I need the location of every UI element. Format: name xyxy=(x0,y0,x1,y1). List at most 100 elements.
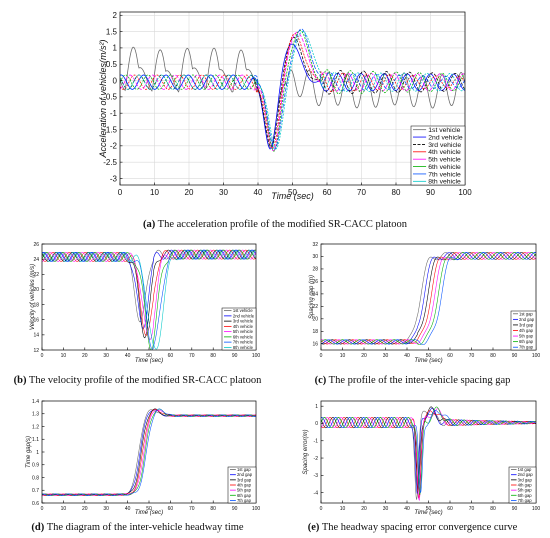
legend-label: 6th gap xyxy=(519,339,534,344)
legend-label: 5th vehicle xyxy=(428,157,461,164)
x-tick-label: 40 xyxy=(125,353,131,359)
caption-a: (a) The acceleration profile of the modi… xyxy=(143,219,407,230)
legend-label: 6th gap xyxy=(518,493,533,498)
x-tick-label: 50 xyxy=(146,506,152,512)
x-tick-label: 10 xyxy=(150,188,159,197)
x-tick-label: 10 xyxy=(61,353,67,359)
y-tick-label: -3 xyxy=(314,473,319,479)
legend-label: 1st vehicle xyxy=(233,308,253,313)
x-tick-label: 0 xyxy=(320,353,323,359)
y-axis-label: Velocity of vehicles (m/s) xyxy=(30,264,36,330)
x-tick-label: 70 xyxy=(469,353,475,359)
series-line-3 xyxy=(42,249,256,339)
plot-frame xyxy=(320,400,537,504)
x-tick-label: 10 xyxy=(340,353,346,359)
legend-label: 1st gap xyxy=(518,467,532,472)
legend-box xyxy=(221,307,257,351)
legend-label: 4th gap xyxy=(518,482,533,487)
x-tick-label: 80 xyxy=(210,506,216,512)
x-tick-label: 0 xyxy=(118,188,123,197)
x-tick-label: 100 xyxy=(458,188,472,197)
legend-label: 2nd vehicle xyxy=(428,134,463,141)
legend-label: 3rd vehicle xyxy=(233,319,254,324)
x-tick-label: 100 xyxy=(252,353,261,359)
series-line-6 xyxy=(321,406,536,495)
x-tick-label: 20 xyxy=(82,353,88,359)
legend-label: 7th gap xyxy=(237,498,252,503)
x-tick-label: 0 xyxy=(41,506,44,512)
series-line-3 xyxy=(321,406,536,493)
y-tick-label: -3 xyxy=(110,174,118,183)
y-tick-label: 30 xyxy=(312,254,318,260)
y-tick-label: 20 xyxy=(33,287,39,293)
y-tick-label: 0 xyxy=(113,76,118,85)
series-line-4 xyxy=(321,410,536,499)
caption-d: (d) The diagram of the inter-vehicle hea… xyxy=(31,522,244,533)
spacing-gap-chart: 0 10 20 30 40 50 60 70 80 90 100 16 18 20 22 24 26 28 30 32… xyxy=(309,242,540,364)
x-axis-label: Time (sec) xyxy=(135,358,163,364)
y-tick-label: 2 xyxy=(113,11,118,20)
y-tick-label: 1.5 xyxy=(106,27,118,36)
y-tick-label: 26 xyxy=(33,242,39,248)
series-line-5 xyxy=(321,252,536,345)
series-line-3 xyxy=(321,252,536,345)
x-tick-label: 30 xyxy=(219,188,228,197)
y-tick-label: 1 xyxy=(315,404,318,410)
series-group xyxy=(42,408,256,496)
x-tick-label: 40 xyxy=(404,353,410,359)
x-tick-label: 50 xyxy=(288,188,297,197)
series-line-4 xyxy=(321,252,536,345)
legend-box xyxy=(410,125,466,186)
y-axis-label: Spacing gap (m) xyxy=(309,275,315,319)
series-line-4 xyxy=(42,249,256,336)
y-tick-label: 0.9 xyxy=(32,463,39,469)
y-tick-label: -1.5 xyxy=(103,125,117,134)
legend-label: 4th vehicle xyxy=(428,149,461,156)
spacing-error-chart: 0 10 20 30 40 50 60 70 80 90 100 -4 -3 -2 -1 0 1 Time (se… xyxy=(303,400,541,516)
series-line-6 xyxy=(321,252,536,346)
x-axis-label: Time (sec) xyxy=(271,191,313,201)
x-tick-label: 40 xyxy=(125,506,131,512)
x-tick-label: 80 xyxy=(490,506,496,512)
y-tick-label: 1.2 xyxy=(32,424,39,430)
series-group xyxy=(321,252,536,346)
headway-time-chart: 0 10 20 30 40 50 60 70 80 90 100 0.6 0.7 0.8 0.9 1 1.1 1.… xyxy=(26,399,261,516)
legend-label: 2nd gap xyxy=(237,472,253,477)
x-tick-label: 80 xyxy=(392,188,401,197)
x-tick-label: 60 xyxy=(447,506,453,512)
legend-label: 3rd gap xyxy=(518,477,533,482)
x-tick-label: 20 xyxy=(361,353,367,359)
x-tick-label: 30 xyxy=(383,506,389,512)
series-line-7 xyxy=(321,252,536,346)
legend-label: 5th vehicle xyxy=(233,329,254,334)
legend-label: 7th gap xyxy=(518,498,533,503)
y-tick-label: 28 xyxy=(312,267,318,273)
series-group xyxy=(321,406,536,501)
x-tick-label: 30 xyxy=(383,353,389,359)
series-line-8 xyxy=(120,30,465,150)
x-tick-label: 90 xyxy=(426,188,435,197)
x-tick-label: 70 xyxy=(189,353,195,359)
x-tick-label: 50 xyxy=(426,353,432,359)
y-tick-label: 0.7 xyxy=(32,488,39,494)
y-tick-label: 26 xyxy=(312,279,318,285)
x-tick-label: 100 xyxy=(532,506,541,512)
x-tick-label: 90 xyxy=(232,353,238,359)
x-tick-label: 100 xyxy=(252,506,261,512)
y-tick-label: 18 xyxy=(312,329,318,335)
series-line-1 xyxy=(42,249,256,323)
x-tick-label: 70 xyxy=(469,506,475,512)
acceleration-chart: 0 10 20 30 40 50 60 70 80 90 100-3-2.5-2-1.5-1-0.5… xyxy=(98,11,472,201)
legend-label: 7th vehicle xyxy=(428,171,461,178)
x-tick-label: 90 xyxy=(232,506,238,512)
series-group xyxy=(42,249,256,350)
y-tick-label: 0 xyxy=(315,421,318,427)
x-tick-label: 80 xyxy=(490,353,496,359)
legend-label: 6th vehicle xyxy=(233,334,254,339)
velocity-chart: 0 10 20 30 40 50 60 70 80 90 100 12 14 16 18 20 22 24 26 Ti… xyxy=(30,242,261,364)
x-tick-label: 20 xyxy=(185,188,194,197)
legend-label: 2nd gap xyxy=(518,472,534,477)
y-tick-label: 12 xyxy=(33,348,39,354)
series-group xyxy=(120,28,465,152)
x-tick-label: 30 xyxy=(103,506,109,512)
